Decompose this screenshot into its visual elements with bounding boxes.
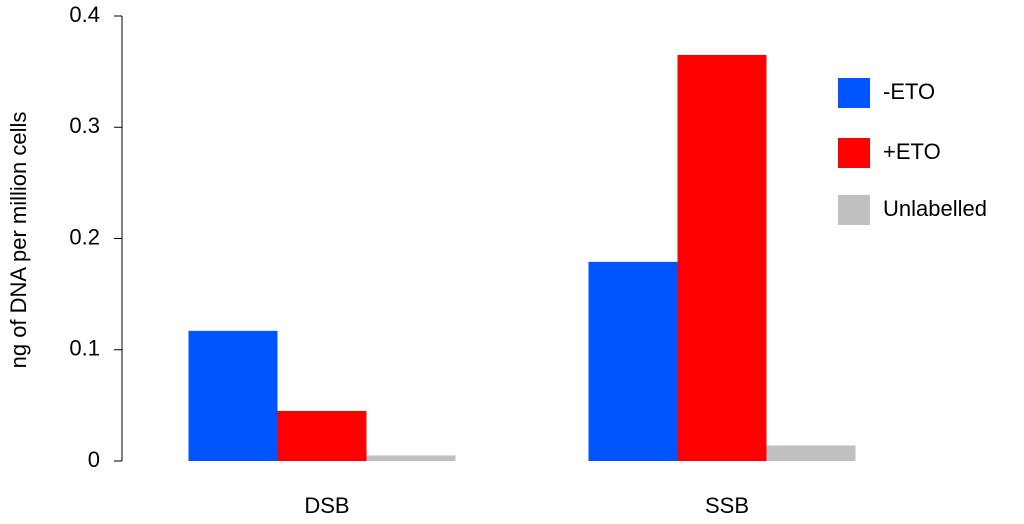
legend-label: Unlabelled [883,196,987,221]
y-axis-label: ng of DNA per million cells [6,112,31,369]
legend-swatch [838,195,870,225]
legend-swatch [838,78,870,108]
y-tick-label: 0.2 [69,224,100,249]
legend-label: -ETO [883,79,935,104]
y-tick-label: 0.4 [69,2,100,27]
bar [588,261,678,461]
x-tick-label: SSB [705,493,749,518]
y-tick-label: 0.1 [69,336,100,361]
bar [677,54,767,461]
legend-label: +ETO [883,139,941,164]
x-tick-label: DSB [304,493,349,518]
y-tick-label: 0 [88,447,100,472]
y-tick-label: 0.3 [69,113,100,138]
bar [277,410,367,461]
bar [188,330,278,461]
legend-swatch [838,138,870,168]
bar [766,445,856,461]
bar [366,455,456,461]
